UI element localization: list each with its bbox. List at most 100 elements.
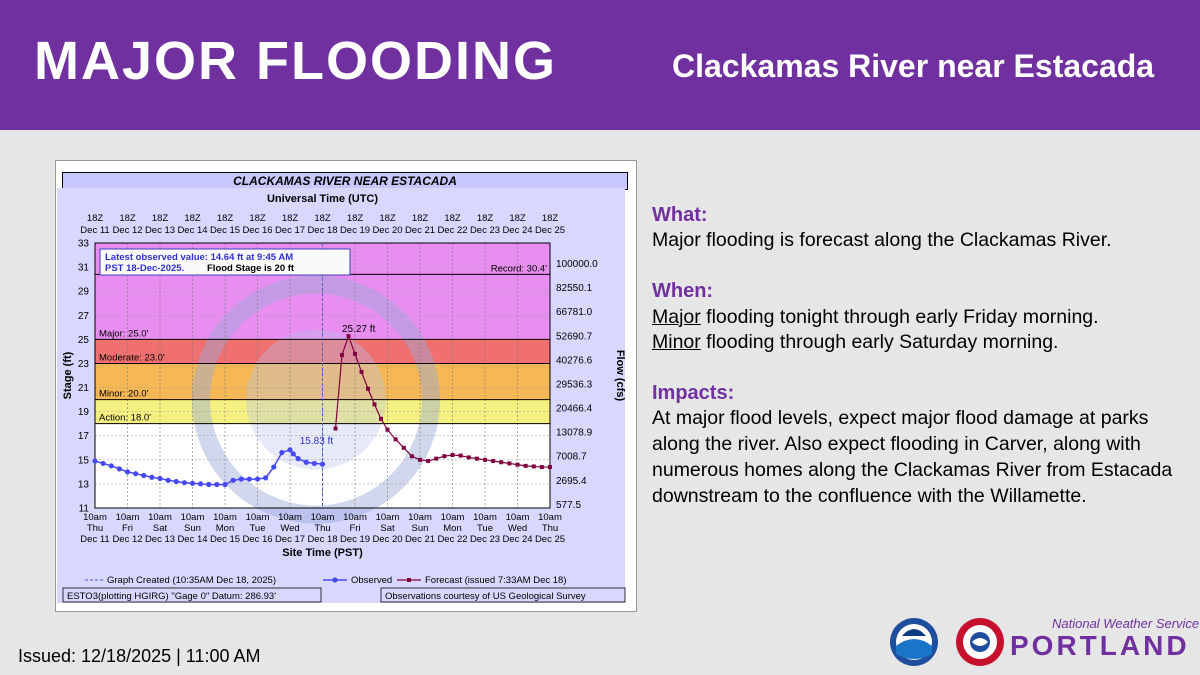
flood-stage-note: Flood Stage is 20 ft <box>207 263 295 274</box>
bottom-tick-day: Wed <box>280 523 299 534</box>
observed-point <box>287 447 293 453</box>
top-tick-hour: 18Z <box>119 213 136 224</box>
bottom-tick-day: Wed <box>508 523 527 534</box>
flow-tick-label: 66781.0 <box>556 307 593 318</box>
bottom-tick-date: Dec 11 <box>80 534 109 545</box>
bottom-tick-date: Dec 19 <box>340 534 370 545</box>
bottom-tick-date: Dec 18 <box>307 534 337 545</box>
bottom-axis-title: Site Time (PST) <box>282 547 363 559</box>
bottom-tick-time: 10am <box>181 512 205 523</box>
forecast-point <box>346 334 351 339</box>
forecast-point <box>499 460 504 465</box>
flow-tick-label: 29536.3 <box>556 379 593 390</box>
legend-box <box>63 572 625 585</box>
legend-forecast-marker <box>407 578 411 582</box>
forecast-point <box>483 457 487 462</box>
flood-category-label: Major: 25.0' <box>99 328 149 339</box>
observed-point <box>263 475 269 481</box>
when-minor-emph: Minor <box>652 331 701 354</box>
bottom-tick-day: Thu <box>314 523 330 534</box>
when-heading: When: <box>652 280 714 303</box>
observed-point <box>311 460 317 467</box>
top-tick-date: Dec 13 <box>145 225 175 236</box>
observed-point <box>254 476 261 482</box>
bottom-tick-time: 10am <box>83 512 107 523</box>
bottom-tick-date: Dec 15 <box>210 534 240 545</box>
top-tick-date: Dec 20 <box>372 225 402 236</box>
top-tick-hour: 18Z <box>509 213 526 224</box>
y-axis-label: Stage (ft) <box>62 351 74 399</box>
top-tick-hour: 18Z <box>444 213 461 224</box>
legend-observed-marker <box>332 577 338 583</box>
bottom-tick-time: 10am <box>343 512 367 523</box>
top-tick-hour: 18Z <box>477 213 494 224</box>
forecast-point <box>393 437 398 442</box>
y-tick-label: 13 <box>78 479 90 490</box>
hydrograph-chart: Action: 18.0' Minor: 20.0' Moderate: 23.0'… <box>57 188 626 603</box>
observed-point <box>303 459 309 465</box>
top-tick-date: Dec 14 <box>177 225 207 236</box>
observed-point <box>319 461 326 467</box>
bottom-tick-date: Dec 21 <box>405 534 435 545</box>
forecast-point <box>409 454 414 459</box>
forecast-point <box>353 351 357 356</box>
forecast-point <box>523 463 528 468</box>
forecast-point <box>401 445 406 450</box>
forecast-point <box>379 416 383 421</box>
bottom-tick-time: 10am <box>148 512 172 523</box>
top-tick-date: Dec 15 <box>210 225 240 236</box>
forecast-point <box>450 453 455 457</box>
y-tick-label: 17 <box>78 431 90 442</box>
observed-point <box>279 449 285 456</box>
observed-point <box>271 464 277 470</box>
forecast-point <box>442 454 447 459</box>
bottom-tick-time: 10am <box>116 512 140 523</box>
portland-text: PORTLAND <box>1010 630 1190 661</box>
flow-tick-label: 13078.9 <box>556 428 593 439</box>
top-tick-date: Dec 22 <box>437 225 467 236</box>
logos <box>890 618 1004 666</box>
y-tick-label: 15 <box>78 455 90 466</box>
bottom-tick-date: Dec 20 <box>372 534 402 545</box>
observed-point <box>222 481 228 488</box>
top-tick-hour: 18Z <box>542 213 559 224</box>
observed-point <box>290 451 296 457</box>
bottom-tick-date: Dec 13 <box>145 534 175 545</box>
info-panel: What: Major flooding is forecast along t… <box>652 202 1182 509</box>
flow-tick-label: 2695.4 <box>556 476 587 487</box>
bottom-tick-day: Fri <box>122 523 133 534</box>
bottom-tick-time: 10am <box>376 512 400 523</box>
forecast-point <box>359 369 364 374</box>
bottom-tick-time: 10am <box>213 512 237 523</box>
flow-tick-label: 7008.7 <box>556 452 587 463</box>
forecast-point <box>333 426 338 431</box>
observed-point <box>124 469 131 475</box>
when-line-2: Minor flooding through early Saturday mo… <box>652 330 1182 356</box>
y-axis-label-right: Flow (cfs) <box>614 350 626 402</box>
bottom-tick-time: 10am <box>311 512 335 523</box>
top-tick-hour: 18Z <box>249 213 266 224</box>
observed-point <box>149 474 155 480</box>
top-tick-date: Dec 19 <box>340 225 370 236</box>
observed-point <box>198 481 204 487</box>
top-tick-hour: 18Z <box>87 213 104 224</box>
latest-observed-line-1: Latest observed value: 14.64 ft at 9:45 … <box>105 252 293 263</box>
top-tick-date: Dec 17 <box>275 225 305 236</box>
what-text: Major flooding is forecast along the Cla… <box>652 229 1112 252</box>
y-tick-label: 11 <box>79 504 90 515</box>
flow-tick-label: 52690.7 <box>556 331 593 342</box>
observed-point <box>100 460 106 467</box>
latest-observed-box <box>99 248 351 276</box>
y-tick-label: 33 <box>78 239 90 250</box>
forecast-point <box>466 455 471 460</box>
observed-point <box>181 480 187 486</box>
what-heading: What: <box>652 204 708 226</box>
bottom-tick-date: Dec 17 <box>275 534 305 545</box>
footer-left-box <box>62 587 322 603</box>
when-minor-rest: flooding through early Saturday morning. <box>700 331 1059 354</box>
observed-point <box>92 458 98 464</box>
bottom-tick-day: Thu <box>542 523 558 534</box>
observed-point <box>165 477 171 483</box>
observed-point <box>214 481 220 488</box>
legend-created-label: Graph Created (10:35AM Dec 18, 2025) <box>107 575 276 586</box>
